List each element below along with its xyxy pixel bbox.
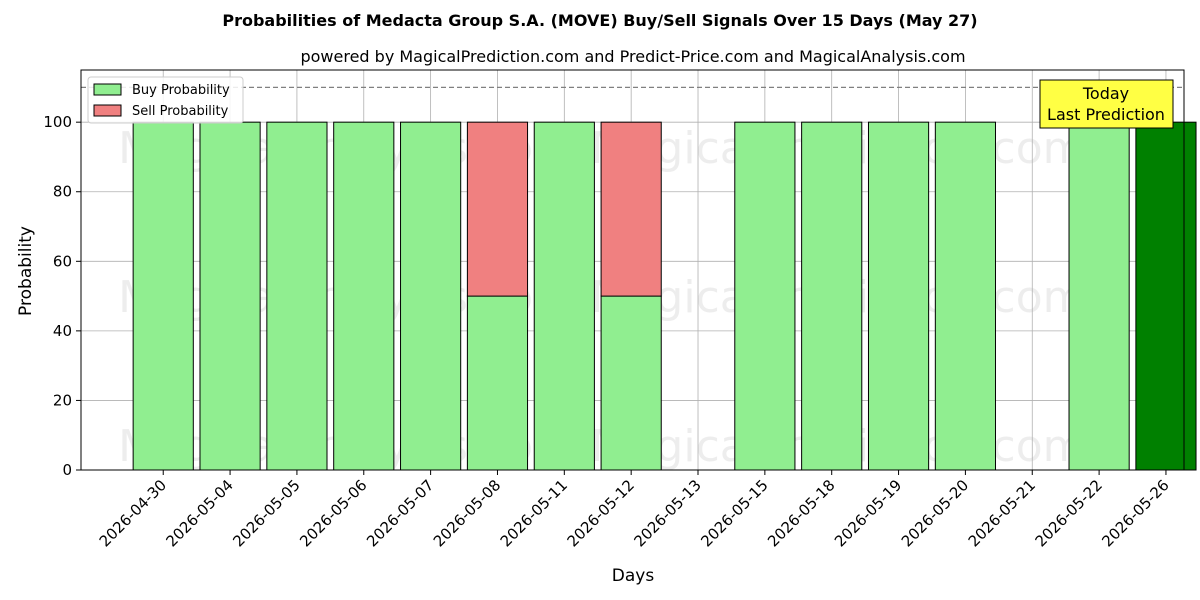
x-tick-label: 2026-05-15 <box>697 476 771 550</box>
legend-swatch <box>93 83 122 96</box>
y-tick-label: 100 <box>43 113 72 131</box>
buy-bar <box>734 121 796 471</box>
x-tick-label: 2026-05-07 <box>363 476 437 550</box>
x-tick-label: 2026-05-11 <box>497 476 571 550</box>
x-tick-label: 2026-05-04 <box>163 476 237 550</box>
x-axis-ticks: 2026-04-302026-05-042026-05-052026-05-06… <box>96 470 1173 550</box>
y-tick-label: 60 <box>53 252 72 270</box>
buy-bar <box>600 295 662 471</box>
sell-bar <box>600 121 662 297</box>
x-tick-label: 2026-05-20 <box>898 476 972 550</box>
legend: Buy Probability Sell Probability <box>87 76 244 124</box>
x-tick-label: 2026-05-19 <box>831 476 905 550</box>
buy-bar <box>266 121 328 471</box>
x-tick-label: 2026-05-06 <box>296 476 370 550</box>
annotation-line1: Today <box>1082 84 1129 103</box>
y-tick-label: 0 <box>62 461 72 479</box>
buy-bar <box>867 121 930 471</box>
buy-bar <box>533 121 595 471</box>
x-tick-label: 2026-05-12 <box>564 476 638 550</box>
x-axis-label: Days <box>612 566 655 586</box>
today-annotation: Today Last Prediction <box>1039 79 1174 129</box>
y-axis-ticks: 0 20 40 60 80 100 <box>43 113 81 479</box>
x-tick-label: 2026-05-21 <box>965 476 1039 550</box>
buy-bar <box>333 121 395 471</box>
buy-bar <box>132 121 194 471</box>
buy-bar <box>801 121 863 471</box>
y-axis-label: Probability <box>16 226 36 316</box>
buy-bar <box>400 121 462 471</box>
x-tick-label: 2026-05-26 <box>1098 476 1172 550</box>
legend-box <box>87 76 244 124</box>
y-tick-label: 40 <box>53 322 72 340</box>
legend-label: Buy Probability <box>132 83 230 98</box>
y-tick-label: 20 <box>53 391 72 409</box>
x-tick-label: 2026-05-22 <box>1032 476 1106 550</box>
annotation-line2: Last Prediction <box>1047 105 1165 124</box>
chart-title: Probabilities of Medacta Group S.A. (MOV… <box>222 11 977 30</box>
buy-bar <box>1135 121 1197 471</box>
x-tick-label: 2026-05-18 <box>764 476 838 550</box>
buy-bar <box>934 121 996 471</box>
x-tick-label: 2026-05-08 <box>430 476 504 550</box>
chart-subtitle: powered by MagicalPrediction.com and Pre… <box>300 47 965 66</box>
x-tick-label: 2026-05-13 <box>630 476 704 550</box>
buy-bar <box>199 121 261 471</box>
legend-swatch <box>93 104 122 117</box>
legend-label: Sell Probability <box>132 104 229 119</box>
buy-bar <box>1068 121 1130 471</box>
annotation-box <box>1039 79 1174 129</box>
x-tick-label: 2026-05-05 <box>229 476 303 550</box>
buy-bar <box>466 295 529 471</box>
sell-bar <box>466 121 529 297</box>
plot-frame <box>80 69 1185 471</box>
y-tick-label: 80 <box>53 183 72 201</box>
x-tick-label: 2026-04-30 <box>96 476 170 550</box>
bars <box>132 121 1197 471</box>
